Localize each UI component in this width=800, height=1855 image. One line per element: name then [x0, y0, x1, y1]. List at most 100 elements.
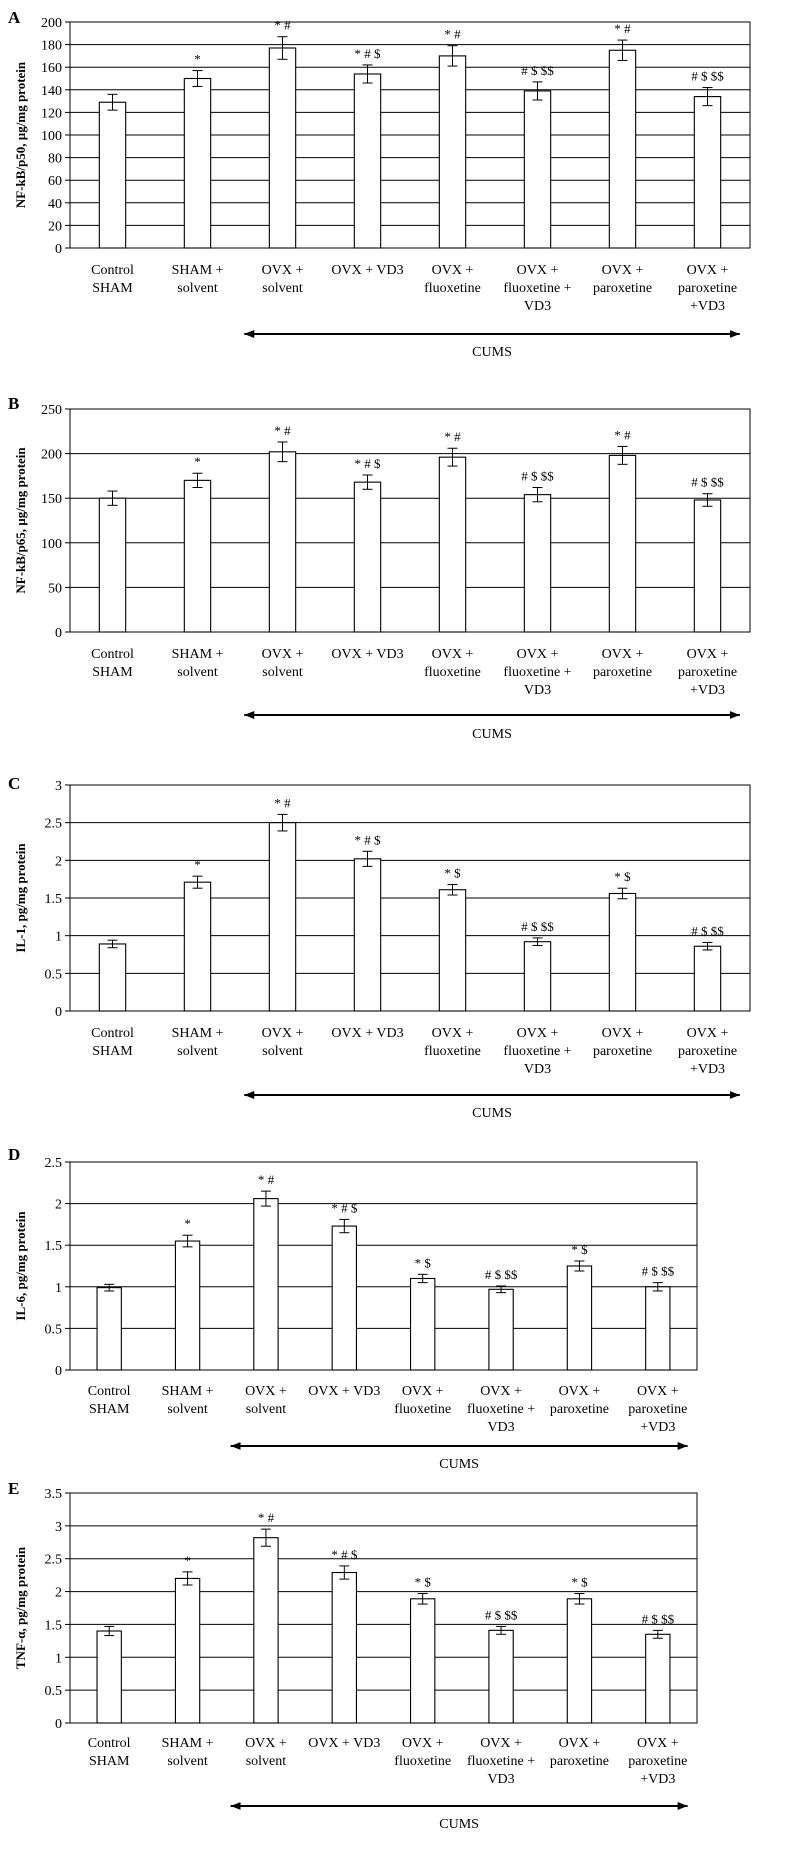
y-tick-label: 2.5 [45, 817, 63, 832]
y-tick-label: 0 [55, 1005, 62, 1020]
category-label-line: OVX + [402, 1736, 444, 1751]
y-tick-label: 0 [55, 1364, 62, 1379]
category-label-line: OVX + [637, 1736, 679, 1751]
significance-label: * [194, 857, 201, 872]
significance-label: * # [444, 429, 461, 444]
category-label-line: OVX + [602, 1026, 644, 1041]
y-tick-label: 200 [41, 16, 62, 31]
bar [608, 49, 637, 249]
y-tick-label: 100 [41, 129, 62, 144]
y-tick-label: 100 [41, 537, 62, 552]
category-label: OVX + VD3 [308, 1736, 380, 1751]
y-tick-label: 140 [41, 84, 62, 99]
panel-letter: D [8, 1145, 20, 1164]
category-label: OVX + solvent [262, 263, 304, 296]
category-label: SHAM + solvent [172, 263, 224, 296]
category-label-line: SHAM + [172, 263, 224, 278]
category-label-line: paroxetine [550, 1402, 609, 1417]
significance-label: # $ $$ [521, 63, 554, 78]
chart-panel-d: D 0 0.5 1 1.5 2 2.5 IL-6, pg/mg protein Control S… [8, 1145, 698, 1472]
category-label: OVX + solvent [262, 647, 304, 680]
category-label-line: VD3 [524, 299, 551, 314]
category-label-line: OVX + [262, 263, 304, 278]
category-label-line: SHAM + [172, 1026, 224, 1041]
category-label: OVX + fluoxetine [394, 1736, 451, 1769]
category-label-line: fluoxetine [394, 1402, 451, 1417]
category-label-line: fluoxetine + [467, 1754, 535, 1769]
panel-letter: E [8, 1479, 19, 1498]
category-label-line: paroxetine [628, 1754, 687, 1769]
category-label-line: fluoxetine + [467, 1402, 535, 1417]
y-tick-label: 0 [55, 626, 62, 641]
bar [183, 881, 212, 1012]
y-tick-label: 2 [55, 1586, 62, 1601]
y-tick-label: 50 [48, 581, 62, 596]
significance-label: * # $ [331, 1200, 358, 1215]
category-label: OVX + fluoxetine + VD3 [503, 1026, 571, 1077]
category-label-line: VD3 [487, 1772, 514, 1787]
significance-label: # $ $$ [485, 1267, 518, 1282]
cums-label: CUMS [439, 1457, 479, 1472]
y-axis-label: NF-kB/p50, µg/mg protein [13, 61, 28, 208]
category-label: OVX + paroxetine [550, 1384, 609, 1417]
category-label-line: OVX + VD3 [331, 647, 403, 662]
bar [523, 941, 552, 1012]
category-label: Control SHAM [91, 1026, 134, 1059]
category-label: SHAM + solvent [162, 1736, 214, 1769]
category-label-line: fluoxetine [424, 665, 481, 680]
significance-label: # $ $$ [521, 919, 554, 934]
y-tick-label: 0.5 [45, 1684, 63, 1699]
y-tick-label: 60 [48, 174, 62, 189]
category-label-line: solvent [177, 665, 218, 680]
category-label: OVX + solvent [245, 1384, 287, 1417]
category-label-line: OVX + [602, 647, 644, 662]
category-label-line: solvent [167, 1402, 208, 1417]
y-axis-label: IL-6, pg/mg protein [13, 1211, 28, 1321]
category-label-line: OVX + [262, 647, 304, 662]
significance-label: * # $ [355, 832, 382, 847]
significance-label: # $ $$ [642, 1264, 675, 1279]
y-tick-label: 80 [48, 152, 62, 167]
category-label-line: VD3 [524, 683, 551, 698]
cums-label: CUMS [439, 1817, 479, 1832]
category-label: OVX + paroxetine +VD3 [678, 263, 737, 314]
category-label-line: OVX + [687, 647, 729, 662]
category-label-line: paroxetine [678, 281, 737, 296]
bar [645, 1286, 671, 1371]
category-label-line: OVX + [432, 263, 474, 278]
bar [693, 96, 722, 249]
category-label-line: solvent [177, 281, 218, 296]
plot-area [69, 21, 751, 249]
significance-label: * [194, 454, 201, 469]
category-label: SHAM + solvent [162, 1384, 214, 1417]
y-axis-label: TNF-α, pg/mg protein [13, 1546, 28, 1669]
category-label-line: paroxetine [628, 1402, 687, 1417]
bar [438, 456, 467, 633]
category-label: OVX + fluoxetine [424, 647, 481, 680]
category-label-line: fluoxetine [424, 1044, 481, 1059]
category-label-line: +VD3 [640, 1772, 675, 1787]
plot-area [69, 1492, 698, 1724]
category-label: OVX + fluoxetine + VD3 [503, 263, 571, 314]
bar [438, 889, 467, 1012]
category-label: OVX + fluoxetine + VD3 [467, 1736, 535, 1787]
bar [268, 451, 297, 633]
category-label-line: OVX + [559, 1384, 601, 1399]
significance-label: # $ $$ [642, 1611, 675, 1626]
bar [566, 1265, 593, 1371]
category-label-line: Control [88, 1736, 131, 1751]
category-label-line: paroxetine [678, 665, 737, 680]
category-label-line: SHAM [92, 665, 133, 680]
category-label-line: SHAM [92, 281, 133, 296]
category-label-line: +VD3 [690, 683, 725, 698]
category-label-line: solvent [177, 1044, 218, 1059]
category-label-line: OVX + [245, 1384, 287, 1399]
bar [523, 90, 552, 249]
category-label-line: OVX + [262, 1026, 304, 1041]
significance-label: * # [258, 1172, 275, 1187]
y-tick-label: 200 [41, 448, 62, 463]
category-label-line: fluoxetine + [503, 1044, 571, 1059]
category-label-line: SHAM [89, 1402, 130, 1417]
category-label: OVX + paroxetine [550, 1736, 609, 1769]
category-label: OVX + paroxetine [593, 263, 652, 296]
